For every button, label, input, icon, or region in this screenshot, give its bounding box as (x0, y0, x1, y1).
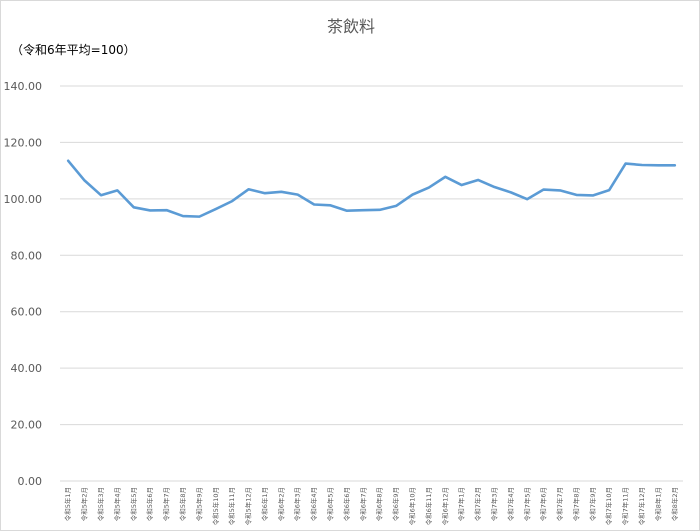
x-tick-label: 令和7年5月 (522, 487, 531, 521)
x-tick-label: 令和5年8月 (178, 487, 187, 521)
y-tick-label: 40.00 (11, 362, 43, 375)
series-line (66, 159, 677, 218)
x-tick-label: 令和5年12月 (244, 487, 253, 525)
x-tick-label: 令和5年7月 (162, 487, 171, 521)
x-tick-label: 令和6年5月 (326, 487, 335, 521)
x-tick-label: 令和7年8月 (571, 487, 580, 521)
y-tick-label: 140.00 (4, 80, 43, 93)
x-tick-label: 令和5年9月 (194, 487, 203, 521)
x-tick-label: 令和8年1月 (653, 487, 662, 521)
x-tick-label: 令和7年12月 (637, 487, 646, 525)
y-tick-label: 80.00 (11, 249, 43, 262)
x-tick-label: 令和5年11月 (227, 487, 236, 525)
x-tick-label: 令和8年2月 (670, 487, 679, 521)
x-tick-label: 令和7年9月 (588, 487, 597, 521)
x-tick-label: 令和7年3月 (489, 487, 498, 521)
x-tick-label: 令和7年11月 (621, 487, 630, 525)
x-tick-label: 令和6年3月 (293, 487, 302, 521)
x-tick-label: 令和7年2月 (473, 487, 482, 521)
x-tick-label: 令和6年1月 (260, 487, 269, 521)
x-tick-label: 令和6年10月 (407, 487, 416, 525)
x-tick-label: 令和5年3月 (96, 487, 105, 521)
y-tick-label: 120.00 (4, 136, 43, 149)
x-tick-label: 令和6年8月 (375, 487, 384, 521)
x-tick-label: 令和6年11月 (424, 487, 433, 525)
y-tick-label: 100.00 (4, 193, 43, 206)
chart-title: 茶飲料 (326, 17, 375, 36)
x-tick-label: 令和5年5月 (129, 487, 138, 521)
y-tick-label: 0.00 (18, 475, 43, 488)
x-tick-label: 令和5年2月 (80, 487, 89, 521)
x-tick-label: 令和7年6月 (539, 487, 548, 521)
x-tick-label: 令和6年7月 (358, 487, 367, 521)
x-tick-label: 令和5年6月 (145, 487, 154, 521)
x-tick-label: 令和7年7月 (555, 487, 564, 521)
x-tick-label: 令和6年4月 (309, 487, 318, 521)
x-tick-label: 令和6年12月 (440, 487, 449, 525)
x-tick-label: 令和5年10月 (211, 487, 220, 525)
unit-note: （令和6年平均=100） (11, 43, 136, 57)
x-tick-label: 令和7年1月 (457, 487, 466, 521)
y-tick-label: 60.00 (11, 306, 43, 319)
x-tick-label: 令和7年4月 (506, 487, 515, 521)
x-tick-label: 令和5年1月 (63, 487, 72, 521)
y-tick-label: 20.00 (11, 419, 43, 432)
x-tick-label: 令和6年6月 (342, 487, 351, 521)
x-tick-label: 令和6年9月 (391, 487, 400, 521)
x-tick-label: 令和7年10月 (604, 487, 613, 525)
x-tick-label: 令和6年2月 (276, 487, 285, 521)
x-tick-label: 令和5年4月 (112, 487, 121, 521)
